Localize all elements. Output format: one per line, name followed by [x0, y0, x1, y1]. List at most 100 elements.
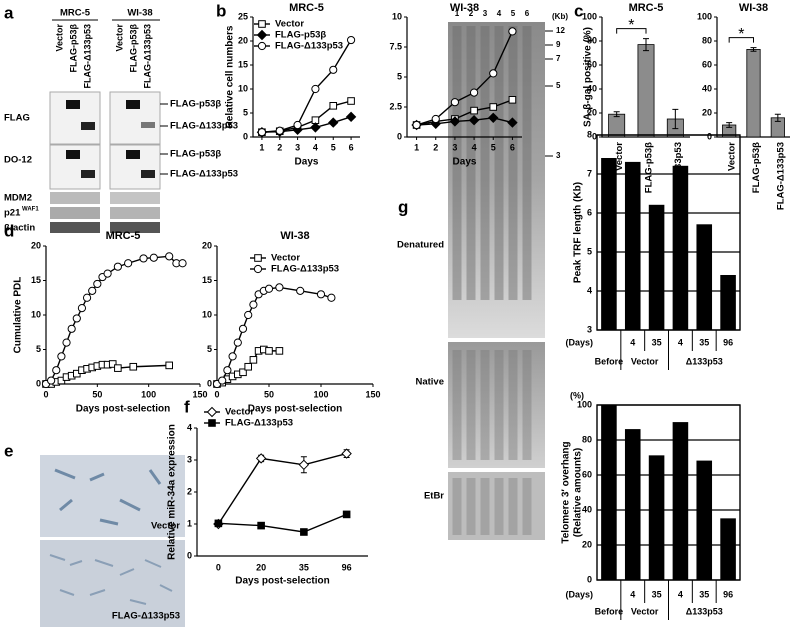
row-label: FLAG — [4, 113, 30, 124]
y-tick-label: 60 — [587, 59, 597, 69]
point — [257, 521, 265, 530]
x-tick-label: 100 — [141, 389, 156, 399]
lane-number: 1 — [455, 9, 460, 18]
gel: 1 2 3 4 5 6 (Kb) 12 9 7 5 3 Denatured Na… — [397, 9, 568, 540]
panel-letter: a — [4, 3, 14, 22]
chart-title: WI-38 — [280, 230, 309, 242]
legend-label: Vector — [275, 19, 304, 30]
point — [244, 362, 252, 371]
x-tick-label: 4 — [472, 142, 477, 152]
lane-label: FLAG-p53β — [128, 23, 138, 72]
error-bar — [774, 113, 781, 122]
y-tick-label: 80 — [702, 35, 712, 45]
point — [124, 259, 133, 268]
x-axis-label: (Days) — [565, 589, 593, 599]
lane-label: Vector — [114, 24, 124, 52]
y-tick-label: 20 — [31, 240, 41, 250]
band-label: FLAG-p53β — [170, 99, 221, 110]
y-tick-label: 0 — [36, 378, 41, 388]
y-tick-label: 20 — [587, 107, 597, 117]
lanes — [452, 478, 532, 535]
y-tick-label: 0 — [707, 131, 712, 141]
x-tick-label: 150 — [192, 389, 207, 399]
y-tick-label: 80 — [587, 35, 597, 45]
blot — [109, 91, 161, 145]
point — [412, 120, 421, 130]
point — [275, 347, 284, 355]
gel-label: Native — [415, 377, 444, 388]
row-label: DO-12 — [4, 155, 32, 166]
blot — [50, 192, 100, 204]
y-tick-label: 20 — [238, 35, 248, 45]
point — [57, 352, 66, 361]
x-axis-label: Days post-selection — [76, 404, 170, 415]
axes — [252, 17, 360, 138]
size-marker: 3 — [556, 151, 561, 160]
series-line — [217, 452, 347, 525]
point — [469, 88, 479, 97]
x-tick-label: 150 — [365, 389, 380, 399]
point — [346, 35, 356, 45]
point — [264, 284, 274, 293]
y-tick-label: 80 — [582, 434, 592, 444]
point — [450, 98, 460, 107]
panel-letter: f — [184, 397, 190, 416]
image-label: Vector — [151, 521, 180, 532]
y-tick-label: 4 — [187, 422, 192, 432]
panel-letter: d — [4, 221, 14, 240]
point — [67, 324, 76, 333]
point — [507, 117, 518, 128]
x-axis-label: Days — [453, 157, 477, 168]
x-tick-label: 35 — [699, 337, 709, 347]
legend-marker — [256, 29, 268, 41]
point — [508, 96, 517, 104]
bar — [672, 165, 689, 331]
lane-number: 5 — [511, 9, 516, 18]
point — [233, 338, 242, 347]
point — [223, 366, 232, 375]
row-label: p21 — [4, 208, 21, 219]
y-tick-label: 40 — [582, 504, 592, 514]
error-bar — [643, 38, 649, 52]
bar — [648, 204, 665, 331]
group-label: Δ133p53 — [686, 606, 723, 616]
point — [489, 103, 498, 111]
legend-marker — [258, 20, 266, 28]
chart-title: MRC-5 — [289, 2, 324, 14]
band — [66, 150, 80, 159]
cell-line: MRC-5 — [60, 8, 91, 19]
point — [275, 283, 284, 292]
point — [255, 453, 267, 464]
y-tick-label: 40 — [587, 83, 597, 93]
point — [488, 112, 499, 124]
panel-letter: e — [4, 441, 13, 460]
y-tick-label: 5 — [243, 107, 248, 117]
lane-number: 3 — [483, 9, 488, 18]
legend-label: Vector — [271, 253, 300, 264]
blot — [110, 207, 160, 219]
point — [82, 293, 92, 302]
band-label: FLAG-Δ133p53 — [170, 121, 238, 132]
y-axis-label: Relative miR-34a expression — [167, 424, 178, 560]
gel-image — [448, 342, 545, 468]
y-tick-label: 5 — [36, 344, 41, 354]
lane-label: Vector — [54, 24, 64, 52]
point — [341, 448, 352, 459]
point — [93, 279, 102, 289]
lanes — [452, 26, 532, 300]
bar — [601, 157, 617, 331]
legend-marker — [253, 264, 263, 274]
x-tick-label: 96 — [723, 337, 733, 347]
x-tick-label: 4 — [630, 337, 635, 347]
micrograph — [40, 540, 185, 627]
x-tick-label: 50 — [92, 389, 102, 399]
plot-frame — [596, 404, 741, 581]
error-bar — [672, 108, 679, 130]
y-tick-label: 25 — [238, 11, 248, 21]
point — [275, 126, 284, 135]
panel-letter: b — [216, 1, 226, 20]
point — [103, 269, 112, 278]
point — [470, 106, 478, 115]
y-tick-label: 20 — [702, 107, 712, 117]
chart-title: MRC-5 — [106, 230, 141, 242]
